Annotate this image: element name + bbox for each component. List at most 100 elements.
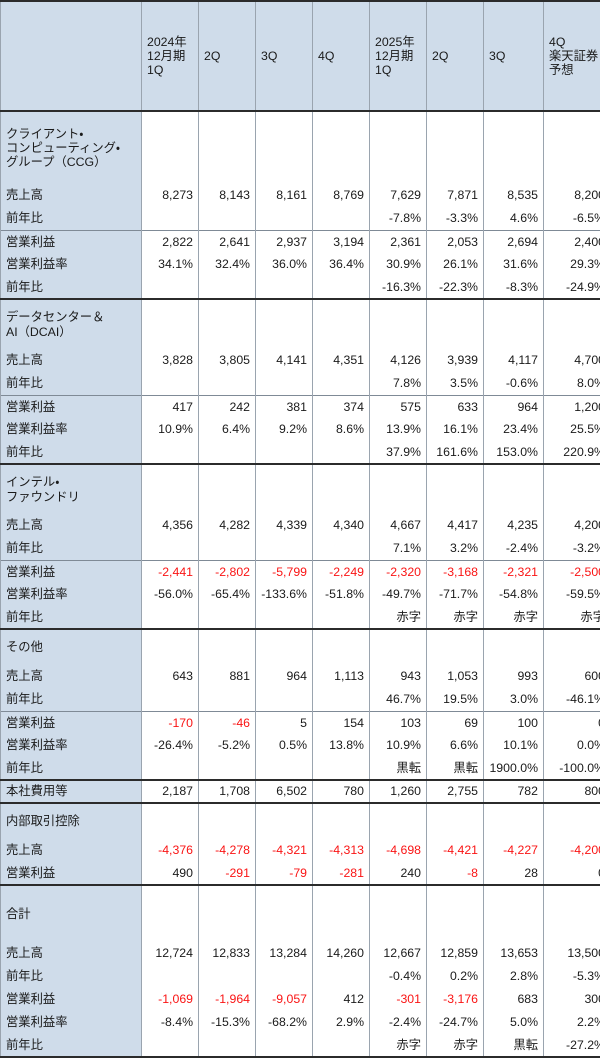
table-cell-value: [199, 965, 256, 988]
table-cell-value: -56.0%: [142, 583, 199, 606]
table-cell-value: -5,799: [256, 560, 313, 583]
empty-cell: [256, 803, 313, 839]
row-label: 営業利益率: [1, 583, 142, 606]
table-cell-value: -301: [370, 988, 427, 1011]
table-cell-value: 8,200: [544, 184, 600, 207]
row-label: 売上高: [1, 349, 142, 372]
table-row: 前年比-7.8%-3.3%4.6%-6.5%: [1, 207, 600, 230]
row-label: 営業利益: [1, 862, 142, 885]
row-label: 前年比: [1, 688, 142, 711]
table-cell-value: 2,755: [427, 780, 484, 803]
table-cell-value: -16.3%: [370, 276, 427, 299]
empty-cell: [544, 629, 600, 665]
table-cell-value: -2.4%: [370, 1011, 427, 1034]
table-cell-value: [256, 441, 313, 464]
row-label: 前年比: [1, 537, 142, 560]
header-line: 2Q: [204, 49, 250, 63]
table-cell-value: 4,126: [370, 349, 427, 372]
empty-cell: [313, 299, 370, 349]
empty-cell: [142, 803, 199, 839]
row-label: 前年比: [1, 1034, 142, 1057]
empty-cell: [199, 803, 256, 839]
table-cell-value: 36.0%: [256, 253, 313, 276]
table-cell-value: 633: [427, 395, 484, 418]
row-label: 前年比: [1, 606, 142, 629]
table-cell-value: [256, 1034, 313, 1057]
table-cell-value: 6,502: [256, 780, 313, 803]
table-cell-value: [313, 537, 370, 560]
header-cell-fy2025-3q: 3Q: [484, 1, 544, 111]
table-cell-value: [142, 372, 199, 395]
header-cell-fy2024-2q: 2Q: [199, 1, 256, 111]
header-cell-fy2024-4q: 4Q: [313, 1, 370, 111]
table-cell-value: 2,361: [370, 230, 427, 253]
empty-cell: [484, 885, 544, 942]
table-cell-value: -4,421: [427, 839, 484, 862]
table-cell-value: 8,143: [199, 184, 256, 207]
table-cell-value: [313, 965, 370, 988]
table-cell-value: 412: [313, 988, 370, 1011]
table-cell-value: 4,351: [313, 349, 370, 372]
table-cell-value: [142, 537, 199, 560]
table-cell-value: [256, 965, 313, 988]
empty-cell: [484, 803, 544, 839]
table-cell-value: 29.3%: [544, 253, 600, 276]
table-cell-value: 2,400: [544, 230, 600, 253]
table-cell-value: -5.3%: [544, 965, 600, 988]
row-label: 営業利益率: [1, 418, 142, 441]
table-cell-value: -24.9%: [544, 276, 600, 299]
table-cell-value: 13.9%: [370, 418, 427, 441]
table-cell-value: 赤字: [544, 606, 600, 629]
table-cell-value: 575: [370, 395, 427, 418]
table-cell-value: -1,069: [142, 988, 199, 1011]
table-cell-value: 19.5%: [427, 688, 484, 711]
table-cell-value: 25.5%: [544, 418, 600, 441]
table-cell-value: 4,141: [256, 349, 313, 372]
table-cell-value: 13,653: [484, 942, 544, 965]
row-label: 営業利益: [1, 395, 142, 418]
table-cell-value: 381: [256, 395, 313, 418]
table-cell-value: 6.6%: [427, 734, 484, 757]
table-cell-value: -65.4%: [199, 583, 256, 606]
table-cell-value: 黒転: [484, 1034, 544, 1057]
table-row: 前年比-16.3%-22.3%-8.3%-24.9%: [1, 276, 600, 299]
row-label: 営業利益: [1, 560, 142, 583]
table-cell-value: 8.0%: [544, 372, 600, 395]
table-cell-value: [142, 1034, 199, 1057]
table-cell-value: 683: [484, 988, 544, 1011]
empty-cell: [544, 299, 600, 349]
table-cell-value: 161.6%: [427, 441, 484, 464]
table-cell-value: 5.0%: [484, 1011, 544, 1034]
table-cell-value: 4,700: [544, 349, 600, 372]
table-cell-value: 26.1%: [427, 253, 484, 276]
header-line: 2Q: [432, 49, 478, 63]
table-cell-value: [199, 1034, 256, 1057]
table-cell-value: [256, 207, 313, 230]
table-cell-value: [199, 276, 256, 299]
section-header-row: その他: [1, 629, 600, 665]
empty-cell: [427, 111, 484, 184]
table-cell-value: -8.4%: [142, 1011, 199, 1034]
empty-cell: [142, 629, 199, 665]
row-label: 前年比: [1, 757, 142, 780]
section-header-row: データセンター＆AI（DCAI）: [1, 299, 600, 349]
table-cell-value: [142, 606, 199, 629]
table-row: 営業利益率-56.0%-65.4%-133.6%-51.8%-49.7%-71.…: [1, 583, 600, 606]
empty-cell: [313, 464, 370, 514]
table-cell-value: -8: [427, 862, 484, 885]
table-cell-value: 4,282: [199, 514, 256, 537]
table-row: 営業利益率-8.4%-15.3%-68.2%2.9%-2.4%-24.7%5.0…: [1, 1011, 600, 1034]
table-cell-value: 8.6%: [313, 418, 370, 441]
empty-cell: [484, 111, 544, 184]
row-label: 営業利益率: [1, 253, 142, 276]
table-cell-value: -4,698: [370, 839, 427, 862]
table-cell-value: -2,321: [484, 560, 544, 583]
table-cell-value: [256, 537, 313, 560]
table-cell-value: 782: [484, 780, 544, 803]
table-cell-value: -15.3%: [199, 1011, 256, 1034]
table-cell-value: -4,376: [142, 839, 199, 862]
empty-cell: [427, 464, 484, 514]
